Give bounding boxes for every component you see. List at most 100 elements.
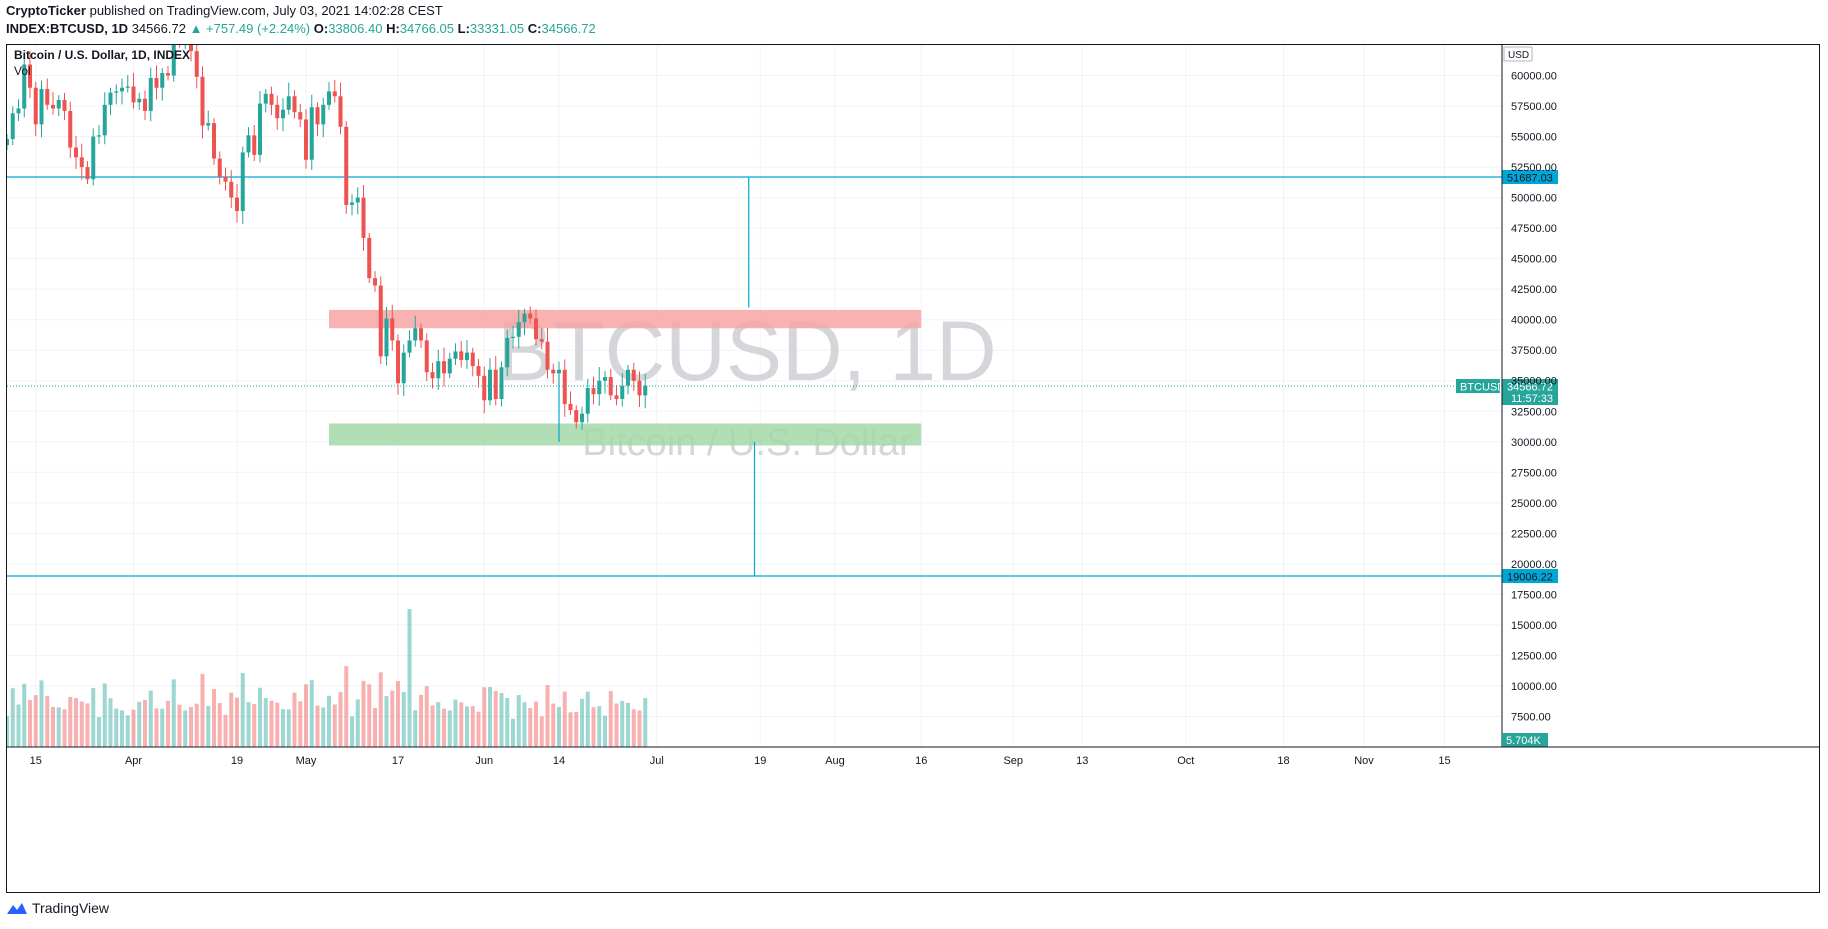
candle-body[interactable] <box>223 176 228 182</box>
candle-body[interactable] <box>114 91 119 93</box>
candle-body[interactable] <box>10 113 15 140</box>
candle-body[interactable] <box>505 338 510 368</box>
candle-body[interactable] <box>533 318 539 340</box>
candle-body[interactable] <box>401 352 406 384</box>
candle-body[interactable] <box>384 318 389 357</box>
candle-body[interactable] <box>234 197 240 212</box>
candle-body[interactable] <box>263 93 268 104</box>
candle-body[interactable] <box>390 318 395 341</box>
candle-body[interactable] <box>539 339 544 342</box>
candle-body[interactable] <box>96 135 102 137</box>
candle-body[interactable] <box>62 99 67 111</box>
candle-body[interactable] <box>551 369 556 374</box>
candle-body[interactable] <box>119 87 125 92</box>
candle-body[interactable] <box>39 88 44 125</box>
candle-body[interactable] <box>643 385 648 396</box>
candle-body[interactable] <box>131 86 136 103</box>
candle-body[interactable] <box>459 351 464 360</box>
candle-body[interactable] <box>269 93 274 105</box>
price-chart[interactable]: BTCUSD, 1DBitcoin / U.S. Dollar51687.031… <box>7 45 1819 892</box>
candle-body[interactable] <box>27 64 33 88</box>
candle-body[interactable] <box>574 410 579 423</box>
candle-body[interactable] <box>286 96 291 110</box>
candle-body[interactable] <box>16 108 21 114</box>
candle-body[interactable] <box>102 104 107 136</box>
candle-body[interactable] <box>407 340 412 353</box>
candle-body[interactable] <box>424 340 429 373</box>
candle-body[interactable] <box>367 237 372 279</box>
candle-body[interactable] <box>275 104 280 119</box>
candle-body[interactable] <box>303 119 309 160</box>
candle-body[interactable] <box>556 369 562 374</box>
candle-body[interactable] <box>378 285 383 357</box>
resistance-zone[interactable] <box>329 309 922 329</box>
candle-body[interactable] <box>441 361 447 374</box>
candle-body[interactable] <box>591 388 596 395</box>
candle-body[interactable] <box>292 96 297 113</box>
candle-body[interactable] <box>22 64 27 109</box>
candle-body[interactable] <box>154 77 159 88</box>
candle-body[interactable] <box>45 88 50 105</box>
candle-body[interactable] <box>252 135 257 155</box>
candle-body[interactable] <box>579 413 585 423</box>
candle-body[interactable] <box>108 92 113 105</box>
candle-body[interactable] <box>349 202 355 205</box>
candle-body[interactable] <box>510 336 516 339</box>
candle-body[interactable] <box>631 369 636 381</box>
candle-body[interactable] <box>33 87 38 125</box>
candle-body[interactable] <box>361 197 366 238</box>
candle-body[interactable] <box>545 341 550 370</box>
candle-body[interactable] <box>165 73 171 76</box>
candle-body[interactable] <box>418 328 424 341</box>
candle-body[interactable] <box>7 139 10 146</box>
candle-body[interactable] <box>620 385 625 400</box>
candle-body[interactable] <box>493 369 498 400</box>
candle-body[interactable] <box>73 147 79 158</box>
candle-body[interactable] <box>453 351 458 359</box>
brand-name[interactable]: TradingView <box>32 900 110 916</box>
candle-body[interactable] <box>430 372 435 379</box>
candle-body[interactable] <box>338 96 343 127</box>
candle-body[interactable] <box>436 361 441 379</box>
candle-body[interactable] <box>482 375 487 401</box>
candle-body[interactable] <box>188 45 194 52</box>
candle-body[interactable] <box>56 99 61 109</box>
candle-body[interactable] <box>148 77 153 111</box>
candle-body[interactable] <box>355 197 360 203</box>
candle-body[interactable] <box>79 157 84 168</box>
candle-body[interactable] <box>206 123 211 126</box>
candle-body[interactable] <box>326 91 332 105</box>
chart-frame[interactable]: BTCUSD, 1DBitcoin / U.S. Dollar51687.031… <box>6 44 1820 893</box>
candle-body[interactable] <box>200 76 205 126</box>
candle-body[interactable] <box>194 51 199 77</box>
candle-body[interactable] <box>309 107 314 160</box>
candle-body[interactable] <box>91 136 96 180</box>
candle-body[interactable] <box>470 352 475 367</box>
candle-body[interactable] <box>528 313 533 319</box>
candle-body[interactable] <box>447 358 452 374</box>
candle-body[interactable] <box>171 45 176 76</box>
candle-body[interactable] <box>229 181 234 198</box>
candle-body[interactable] <box>332 91 337 97</box>
candle-body[interactable] <box>395 340 401 384</box>
candle-body[interactable] <box>50 104 56 109</box>
candle-body[interactable] <box>240 152 245 212</box>
candle-body[interactable] <box>597 380 602 395</box>
candle-body[interactable] <box>217 158 222 177</box>
candle-body[interactable] <box>614 395 619 400</box>
candle-body[interactable] <box>125 86 130 88</box>
candle-body[interactable] <box>280 109 286 119</box>
candle-body[interactable] <box>344 126 349 205</box>
candle-body[interactable] <box>160 73 165 88</box>
candle-body[interactable] <box>142 98 148 111</box>
candle-body[interactable] <box>211 123 217 159</box>
candle-body[interactable] <box>298 112 303 120</box>
tradingview-logo-icon[interactable] <box>6 901 28 915</box>
candle-body[interactable] <box>68 110 73 148</box>
candle-body[interactable] <box>246 135 251 153</box>
candle-body[interactable] <box>137 98 142 103</box>
candle-body[interactable] <box>372 278 378 286</box>
candle-body[interactable] <box>321 104 326 125</box>
candle-body[interactable] <box>568 403 573 411</box>
candle-body[interactable] <box>85 167 90 180</box>
